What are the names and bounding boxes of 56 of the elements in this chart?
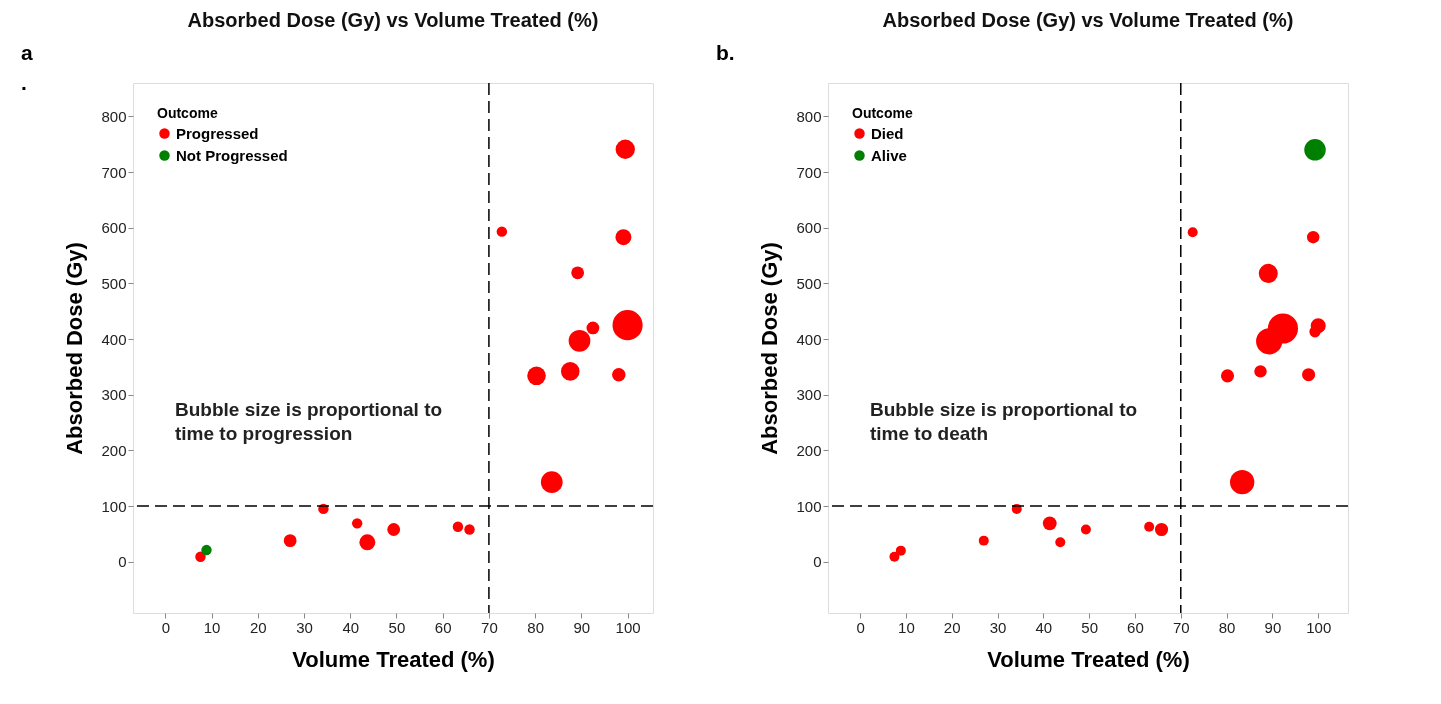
y-tick-label: 700 [101, 163, 127, 181]
x-tick-label: 20 [943, 618, 961, 636]
y-tick-label: 800 [101, 107, 127, 125]
y-tick-label: 800 [796, 107, 822, 125]
y-tick-label: 400 [796, 330, 822, 348]
y-tick-label: 0 [118, 553, 127, 571]
x-tick-label: 10 [898, 618, 915, 636]
x-tick-label: 80 [527, 618, 544, 636]
text: a . [21, 41, 33, 94]
y-tick-label: 300 [796, 386, 822, 404]
y-tick-label: 700 [796, 163, 822, 181]
legend-title: Outcome [852, 105, 913, 121]
x-tick-label: 30 [989, 618, 1007, 636]
y-tick-label: 200 [101, 441, 127, 459]
x-tick-label: 20 [249, 618, 267, 636]
y-tick-label: 100 [796, 497, 822, 515]
chart-title: Absorbed Dose (Gy) vs Volume Treated (%) [187, 9, 599, 31]
text: b. [716, 41, 735, 64]
x-tick-label: 50 [388, 618, 406, 636]
x-tick-label: 100 [615, 618, 641, 636]
y-tick-label: 300 [101, 386, 127, 404]
x-tick-label: 70 [1172, 618, 1190, 636]
x-tick-label: 80 [1218, 618, 1236, 636]
legend-label: Alive [871, 146, 907, 164]
x-tick-label: 70 [481, 618, 498, 636]
y-tick-label: 0 [813, 553, 822, 571]
annotation: Bubble size is proportional to time to death [870, 399, 1138, 444]
y-axis-title: Absorbed Dose (Gy) [62, 242, 88, 455]
x-tick-label: 0 [856, 618, 865, 636]
annotation: Bubble size is proportional to time to progression [175, 399, 443, 444]
legend-label: Not Progressed [176, 146, 288, 164]
y-tick-label: 100 [101, 497, 127, 515]
chart-title: Absorbed Dose (Gy) vs Volume Treated (%) [882, 9, 1294, 31]
y-tick-label: 400 [101, 330, 127, 348]
x-axis-title: Volume Treated (%) [987, 646, 1190, 672]
y-tick-label: 600 [101, 219, 127, 237]
y-tick-label: 500 [101, 274, 127, 292]
x-tick-label: 40 [1035, 618, 1053, 636]
legend-label: Progressed [176, 124, 259, 142]
y-tick-label: 200 [796, 441, 822, 459]
x-tick-label: 40 [342, 618, 360, 636]
y-tick-label: 500 [796, 274, 822, 292]
x-tick-label: 100 [1306, 618, 1332, 636]
x-tick-label: 60 [434, 618, 452, 636]
y-axis-title: Absorbed Dose (Gy) [757, 242, 783, 455]
x-tick-label: 0 [161, 618, 171, 636]
y-tick-label: 600 [796, 219, 822, 237]
legend-title: Outcome [157, 105, 218, 121]
x-tick-label: 50 [1081, 618, 1098, 636]
legend-label: Died [871, 124, 904, 142]
x-tick-label: 30 [296, 618, 313, 636]
x-tick-label: 90 [573, 618, 591, 636]
x-tick-label: 90 [1264, 618, 1282, 636]
x-tick-label: 60 [1127, 618, 1144, 636]
x-tick-label: 10 [203, 618, 221, 636]
x-axis-title: Volume Treated (%) [292, 646, 495, 672]
